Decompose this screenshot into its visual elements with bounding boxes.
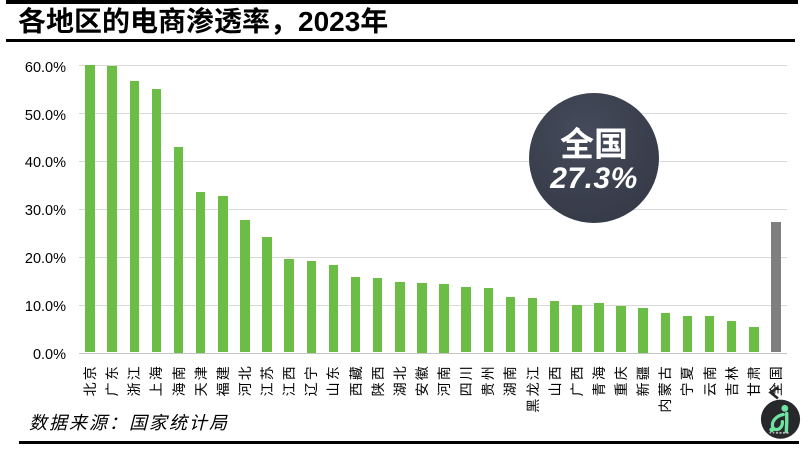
logo-caption-marks [769,431,789,434]
x-tick-label-云南: 云南 [699,364,720,397]
bar-青海 [594,303,604,353]
bar-浙江 [129,80,140,353]
bar-新疆 [638,307,648,353]
bar-四川 [461,286,471,353]
y-tick-label: 30.0% [24,203,66,220]
x-tick-label-新疆: 新疆 [633,364,654,397]
bar-江西 [284,258,294,353]
bar-安徽 [417,283,427,353]
y-tick-label: 10.0% [24,299,66,316]
bar-福建 [218,196,228,353]
bar-吉林 [726,321,737,353]
bar-山西 [549,301,560,353]
callout-value: 27.3% [550,162,638,195]
x-tick-label-青海: 青海 [588,364,609,397]
bottom-divider [19,440,799,444]
y-tick-label: 40.0% [24,155,66,172]
bar-天津 [195,192,206,353]
gridline-20.0% [79,256,787,258]
x-tick-label-陕西: 陕西 [367,364,388,397]
x-tick-label-湖南: 湖南 [500,364,521,397]
x-tick-label-江西: 江西 [279,364,300,397]
logo-bubble-tail [768,385,780,400]
bar-广西 [572,304,582,353]
bar-内蒙古 [660,313,671,353]
national-average-callout: 全国 27.3% [529,93,659,223]
x-tick-label-海南: 海南 [168,364,189,397]
x-axis-line [79,352,787,354]
gridline-30.0% [79,208,787,210]
bar-湖北 [395,281,405,353]
x-tick-label-辽宁: 辽宁 [301,364,322,397]
bar-甘肃 [749,327,759,353]
x-tick-label-贵州: 贵州 [478,364,499,397]
x-tick-label-安徽: 安徽 [411,364,432,397]
x-tick-label-河南: 河南 [434,364,455,397]
x-tick-label-广西: 广西 [566,364,587,397]
bar-广东 [107,65,117,353]
y-tick-label: 50.0% [24,107,66,124]
gridline-10.0% [79,304,787,306]
brand-logo [760,385,801,439]
bar-黑龙江 [527,298,538,353]
logo-figure-icon [769,404,789,434]
x-tick-label-浙江: 浙江 [124,364,145,397]
gridline-60.0% [79,65,787,67]
x-tick-label-四川: 四川 [456,364,477,397]
bar-河北 [240,220,250,353]
x-tick-label-吉林: 吉林 [721,364,742,397]
bar-海南 [173,146,184,353]
y-tick-label: 0.0% [32,347,66,363]
bar-陕西 [372,277,383,353]
x-tick-label-天津: 天津 [190,364,211,397]
x-tick-label-北京: 北京 [80,364,101,397]
bar-重庆 [616,305,626,353]
bar-全国 [771,221,781,353]
x-tick-label-重庆: 重庆 [611,364,632,397]
x-tick-label-上海: 上海 [146,364,167,397]
title-divider [6,39,795,42]
x-tick-label-宁夏: 宁夏 [677,364,698,397]
data-source-note: 数据来源：国家统计局 [29,409,229,435]
top-divider [6,0,798,4]
bar-湖南 [505,297,516,353]
bar-贵州 [483,287,494,353]
bar-辽宁 [306,261,317,353]
bar-江苏 [262,236,272,353]
x-tick-label-福建: 福建 [212,364,233,397]
y-tick-label: 20.0% [24,251,66,268]
x-tick-label-黑龙江: 黑龙江 [522,364,543,413]
x-tick-label-湖北: 湖北 [389,364,410,397]
x-tick-label-广东: 广东 [102,364,123,397]
chart-title: 各地区的电商渗透率，2023年 [18,0,389,40]
bar-河南 [439,284,449,353]
bar-云南 [704,315,715,353]
x-tick-label-西藏: 西藏 [345,364,366,397]
x-tick-label-山东: 山东 [323,364,344,397]
x-tick-label-内蒙古: 内蒙古 [655,364,676,413]
bar-宁夏 [682,315,693,353]
bar-西藏 [350,276,361,353]
bar-山东 [328,265,339,353]
callout-label: 全国 [560,117,628,166]
y-tick-label: 60.0% [24,59,66,76]
x-tick-label-山西: 山西 [544,364,565,397]
gridline-50.0% [79,113,787,114]
bar-上海 [151,89,162,353]
x-tick-label-河北: 河北 [234,364,255,397]
gridline-40.0% [79,160,787,162]
x-tick-label-江苏: 江苏 [257,364,278,397]
bar-北京 [85,64,95,353]
